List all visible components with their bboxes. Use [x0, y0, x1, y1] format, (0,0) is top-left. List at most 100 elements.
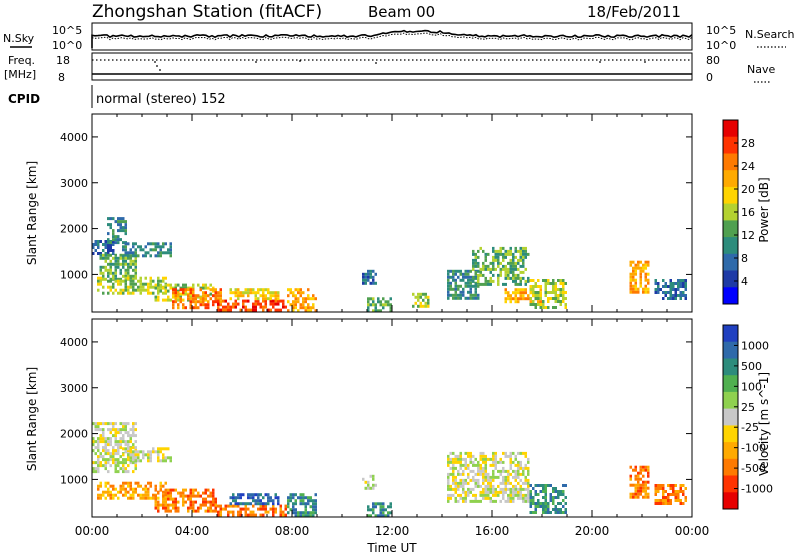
echo-cell: [504, 300, 507, 304]
echo-cell: [362, 275, 365, 279]
echo-cell: [669, 297, 672, 300]
echo-cell: [269, 294, 272, 298]
echo-cell: [109, 443, 112, 447]
echo-cell: [562, 291, 565, 294]
echo-cell: [459, 466, 462, 470]
echo-cell: [509, 261, 512, 265]
echo-cell: [527, 297, 530, 301]
echo-cell: [237, 510, 240, 514]
echo-cell: [639, 284, 642, 288]
echo-cell: [104, 464, 107, 468]
echo-cell: [459, 454, 462, 458]
echo-cell: [449, 275, 452, 279]
echo-cell: [489, 484, 492, 488]
echo-cell: [684, 285, 687, 288]
echo-cell: [179, 297, 182, 301]
echo-cell: [307, 499, 310, 503]
echo-cell: [192, 509, 195, 513]
echo-cell: [112, 271, 115, 275]
echo-cell: [502, 246, 505, 250]
echo-cell: [134, 467, 137, 471]
echo-cell: [269, 499, 272, 503]
echo-cell: [367, 480, 370, 484]
colorbar-swatch: [723, 325, 738, 343]
echo-cell: [102, 256, 105, 260]
echo-cell: [447, 478, 450, 482]
echo-cell: [562, 511, 565, 514]
echo-cell: [177, 303, 180, 307]
echo-cell: [469, 454, 472, 458]
echo-cell: [452, 451, 455, 455]
echo-cell: [134, 262, 137, 266]
echo-cell: [474, 296, 477, 300]
echo-cell: [479, 469, 482, 473]
echo-cell: [202, 283, 205, 287]
echo-cell: [644, 480, 647, 484]
echo-cell: [124, 220, 127, 224]
echo-cell: [477, 296, 480, 300]
echo-cell: [187, 506, 190, 510]
echo-cell: [489, 270, 492, 274]
echo-cell: [244, 288, 247, 292]
echo-cell: [559, 493, 562, 496]
echo-cell: [117, 279, 120, 283]
echo-cell: [247, 308, 250, 312]
echo-cell: [517, 261, 520, 265]
echo-cell: [382, 511, 385, 515]
echo-cell: [507, 475, 510, 479]
echo-cell: [549, 493, 552, 496]
echo-cell: [129, 428, 132, 432]
echo-cell: [487, 493, 490, 497]
echo-cell: [647, 272, 650, 276]
echo-cell: [119, 226, 122, 230]
echo-cell: [219, 297, 222, 301]
echo-cell: [514, 273, 517, 277]
echo-cell: [172, 291, 175, 295]
echo-cell: [124, 490, 127, 494]
echo-cell: [534, 297, 537, 300]
echo-cell: [307, 496, 310, 500]
echo-cell: [522, 261, 525, 265]
echo-cell: [629, 281, 632, 285]
echo-cell: [492, 246, 495, 250]
echo-cell: [539, 297, 542, 300]
echo-cell: [112, 422, 115, 426]
echo-cell: [477, 499, 480, 503]
echo-cell: [137, 285, 140, 289]
colorbar-swatch: [723, 153, 738, 171]
echo-cell: [677, 285, 680, 288]
echo-cell: [127, 422, 130, 426]
echo-cell: [557, 511, 560, 514]
echo-cell: [232, 499, 235, 503]
echo-cell: [492, 273, 495, 277]
echo-cell: [124, 431, 127, 435]
echo-cell: [254, 305, 257, 309]
echo-cell: [457, 460, 460, 464]
echo-cell: [467, 269, 470, 273]
echo-cell: [497, 264, 500, 268]
echo-cell: [107, 238, 110, 242]
echo-cell: [552, 496, 555, 499]
echo-cell: [382, 505, 385, 509]
echo-cell: [447, 499, 450, 503]
echo-cell: [109, 428, 112, 432]
echo-cell: [119, 282, 122, 286]
echo-cell: [677, 282, 680, 285]
echo-cell: [517, 490, 520, 494]
echo-cell: [379, 502, 382, 506]
echo-cell: [114, 470, 117, 474]
echo-cell: [642, 480, 645, 484]
echo-cell: [187, 288, 190, 292]
echo-cell: [532, 487, 535, 490]
freq-tick-top: 18: [56, 54, 70, 67]
echo-cell: [274, 308, 277, 312]
echo-cell: [302, 496, 305, 500]
echo-cell: [124, 276, 127, 280]
echo-cell: [114, 449, 117, 453]
colorbar-tick-label: 1000: [741, 339, 769, 352]
echo-cell: [449, 287, 452, 291]
echo-cell: [164, 493, 167, 497]
echo-cell: [252, 288, 255, 292]
echo-cell: [639, 465, 642, 469]
echo-cell: [467, 281, 470, 285]
